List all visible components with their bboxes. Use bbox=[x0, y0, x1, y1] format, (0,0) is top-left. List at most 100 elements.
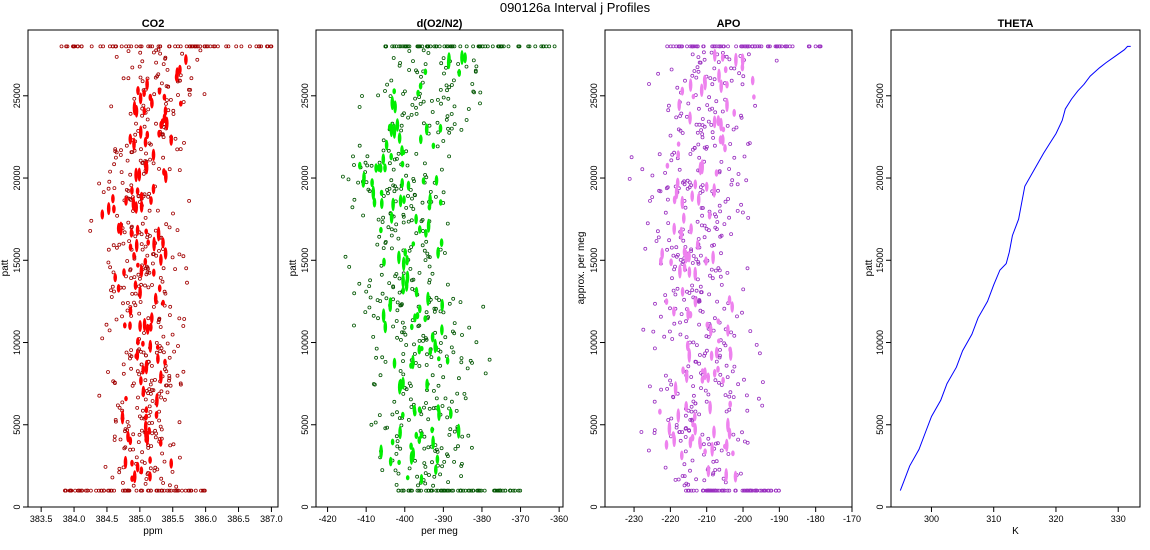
co2-cluster bbox=[143, 420, 148, 433]
co2-cluster bbox=[100, 209, 105, 220]
o2n2-point bbox=[380, 468, 385, 473]
co2-ytick-label: 0 bbox=[12, 504, 22, 509]
co2-point bbox=[158, 51, 163, 56]
o2n2-point bbox=[410, 286, 415, 291]
co2-marks bbox=[59, 44, 274, 493]
apo-point bbox=[699, 128, 703, 133]
o2n2-point bbox=[381, 194, 386, 198]
o2n2-point bbox=[417, 270, 422, 275]
theta-xtick-label: 320 bbox=[1048, 514, 1063, 524]
o2n2-point bbox=[389, 178, 394, 183]
co2-point bbox=[143, 283, 147, 288]
apo-point bbox=[687, 180, 692, 185]
o2n2-point bbox=[413, 96, 418, 101]
apo-point bbox=[713, 468, 718, 472]
co2-point bbox=[137, 64, 142, 69]
co2-point bbox=[108, 265, 112, 270]
apo-point bbox=[710, 276, 715, 281]
co2-point bbox=[130, 65, 135, 70]
apo-point bbox=[672, 150, 676, 155]
apo-point bbox=[711, 135, 715, 140]
o2n2-point bbox=[425, 44, 430, 49]
co2-point bbox=[178, 44, 183, 49]
apo-point bbox=[673, 292, 678, 297]
o2n2-point bbox=[473, 69, 478, 74]
co2-cluster bbox=[141, 390, 145, 397]
apo-point bbox=[729, 232, 733, 237]
apo-cluster bbox=[706, 465, 711, 478]
co2-cluster bbox=[122, 268, 126, 277]
apo-point bbox=[696, 299, 701, 304]
apo-cluster bbox=[712, 115, 717, 129]
co2-point bbox=[126, 49, 131, 53]
co2-point bbox=[184, 266, 189, 271]
o2n2-point bbox=[405, 163, 410, 168]
apo-point bbox=[715, 488, 720, 493]
co2-point bbox=[170, 332, 175, 337]
co2-point bbox=[146, 194, 151, 199]
apo-point bbox=[702, 57, 707, 62]
co2-point bbox=[148, 466, 153, 471]
co2-point bbox=[136, 272, 141, 277]
o2n2-cluster bbox=[439, 238, 444, 248]
co2-point bbox=[113, 417, 118, 422]
apo-point bbox=[740, 430, 744, 435]
apo-cluster bbox=[714, 169, 719, 177]
co2-point bbox=[145, 265, 150, 270]
o2n2-cluster bbox=[418, 304, 422, 314]
co2-cluster bbox=[159, 120, 163, 130]
co2-point bbox=[143, 266, 148, 271]
o2n2-point bbox=[406, 417, 411, 422]
apo-cluster bbox=[685, 340, 690, 352]
apo-point bbox=[663, 210, 668, 215]
apo-point bbox=[717, 169, 722, 174]
o2n2-cluster bbox=[392, 357, 397, 369]
co2-point bbox=[117, 405, 122, 410]
co2-point bbox=[140, 221, 145, 226]
apo-point bbox=[725, 124, 730, 128]
o2n2-point bbox=[444, 65, 448, 70]
co2-point bbox=[154, 253, 159, 258]
co2-point bbox=[125, 308, 130, 313]
co2-point bbox=[134, 44, 139, 49]
o2n2-point bbox=[398, 44, 403, 49]
apo-point bbox=[745, 393, 749, 398]
co2-point bbox=[172, 349, 177, 354]
apo-point bbox=[685, 289, 689, 294]
apo-point bbox=[776, 488, 781, 493]
apo-ytick-label: 5000 bbox=[589, 415, 599, 435]
o2n2-cluster bbox=[400, 160, 405, 168]
co2-cluster bbox=[136, 337, 140, 346]
co2-cluster bbox=[148, 471, 152, 482]
apo-point bbox=[674, 425, 679, 430]
o2n2-point bbox=[350, 205, 355, 210]
o2n2-xtick-label: -360 bbox=[550, 514, 568, 524]
apo-point bbox=[702, 442, 706, 447]
co2-point bbox=[146, 285, 151, 290]
co2-point bbox=[132, 300, 136, 305]
apo-cluster bbox=[752, 94, 756, 100]
apo-cluster bbox=[682, 263, 687, 273]
apo-point bbox=[689, 249, 693, 254]
co2-point bbox=[143, 397, 148, 402]
o2n2-point bbox=[434, 295, 439, 300]
apo-point bbox=[709, 50, 714, 55]
apo-point bbox=[704, 146, 709, 151]
co2-point bbox=[119, 44, 124, 49]
o2n2-ytick-label: 10000 bbox=[300, 330, 310, 355]
co2-point bbox=[181, 324, 186, 328]
apo-point bbox=[711, 471, 716, 476]
co2-point bbox=[204, 44, 209, 49]
co2-cluster bbox=[156, 226, 161, 242]
co2-point bbox=[137, 414, 142, 419]
apo-point bbox=[729, 330, 733, 335]
apo-cluster bbox=[719, 117, 723, 132]
o2n2-point bbox=[396, 151, 401, 156]
co2-cluster bbox=[138, 286, 142, 300]
apo-point bbox=[753, 488, 757, 493]
apo-point bbox=[683, 426, 688, 431]
apo-point bbox=[687, 185, 692, 190]
apo-point bbox=[652, 431, 657, 435]
apo-point bbox=[691, 254, 696, 258]
apo-point bbox=[713, 316, 717, 321]
